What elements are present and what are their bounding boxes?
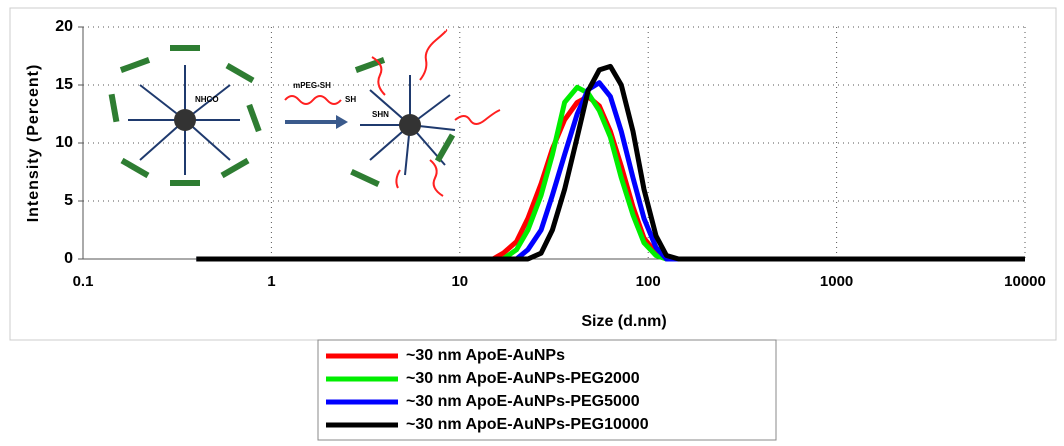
x-tick-label: 10000 xyxy=(1004,273,1046,290)
x-tick-label: 100 xyxy=(636,273,661,290)
inset-label: SHN xyxy=(372,110,389,119)
x-tick-label: 0.1 xyxy=(73,273,94,290)
x-axis-label: Size (d.nm) xyxy=(581,313,666,330)
y-axis-label: Intensity (Percent) xyxy=(25,64,42,223)
y-tick-label: 20 xyxy=(55,18,73,35)
legend-label: ~30 nm ApoE-AuNPs xyxy=(406,347,565,364)
inset-label: SH xyxy=(345,95,356,104)
data-line xyxy=(196,84,1025,262)
y-tick-label: 15 xyxy=(55,76,73,93)
y-tick-label: 10 xyxy=(55,134,73,151)
inset-illustration: mPEG-SH SH NHCO SHN xyxy=(108,29,501,197)
legend-label: ~30 nm ApoE-AuNPs-PEG10000 xyxy=(406,416,649,433)
inset-label: mPEG-SH xyxy=(293,81,331,90)
legend-label: ~30 nm ApoE-AuNPs-PEG5000 xyxy=(406,393,640,410)
data-line xyxy=(196,63,1025,262)
chart-frame xyxy=(9,7,1057,341)
x-tick-label: 1000 xyxy=(820,273,853,290)
legend-label: ~30 nm ApoE-AuNPs-PEG2000 xyxy=(406,370,640,387)
y-tick-label: 5 xyxy=(64,192,73,209)
inset-label: NHCO xyxy=(195,95,219,104)
x-tick-label: 10 xyxy=(451,273,468,290)
data-line xyxy=(196,80,1025,262)
y-tick-label: 0 xyxy=(64,250,73,267)
x-tick-label: 1 xyxy=(267,273,275,290)
